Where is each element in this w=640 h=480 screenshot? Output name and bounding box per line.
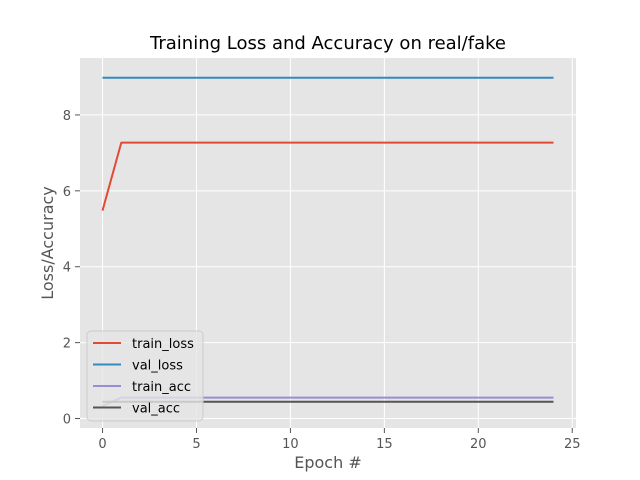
x-tick-label: 0	[98, 437, 106, 452]
x-tick-label: 20	[470, 437, 487, 452]
y-tick-label: 0	[63, 413, 71, 428]
y-tick-label: 6	[63, 185, 71, 200]
x-tick-label: 15	[376, 437, 393, 452]
x-axis-label: Epoch #	[294, 453, 361, 472]
legend-label-val-loss: val_loss	[132, 359, 183, 374]
legend-frame	[86, 330, 204, 422]
chart-title: Training Loss and Accuracy on real/fake	[149, 33, 506, 54]
series-line-train-loss	[101, 141, 554, 211]
legend-label-train-loss: train_loss	[132, 337, 194, 352]
x-tick-label: 25	[564, 437, 581, 452]
y-axis-label: Loss/Accuracy	[38, 186, 57, 300]
x-tick-label: 5	[192, 437, 200, 452]
axis-ticks: 0 5 10 15 20 25 0 2 4 6 8	[63, 109, 581, 452]
legend-label-val-acc: val_acc	[132, 402, 180, 417]
y-tick-label: 4	[63, 261, 71, 276]
legend-label-train-acc: train_acc	[132, 380, 191, 395]
legend: train_loss val_loss train_acc val_acc	[86, 330, 204, 422]
y-tick-label: 2	[63, 337, 71, 352]
y-tick-label: 8	[63, 109, 71, 124]
x-tick-label: 10	[282, 437, 299, 452]
